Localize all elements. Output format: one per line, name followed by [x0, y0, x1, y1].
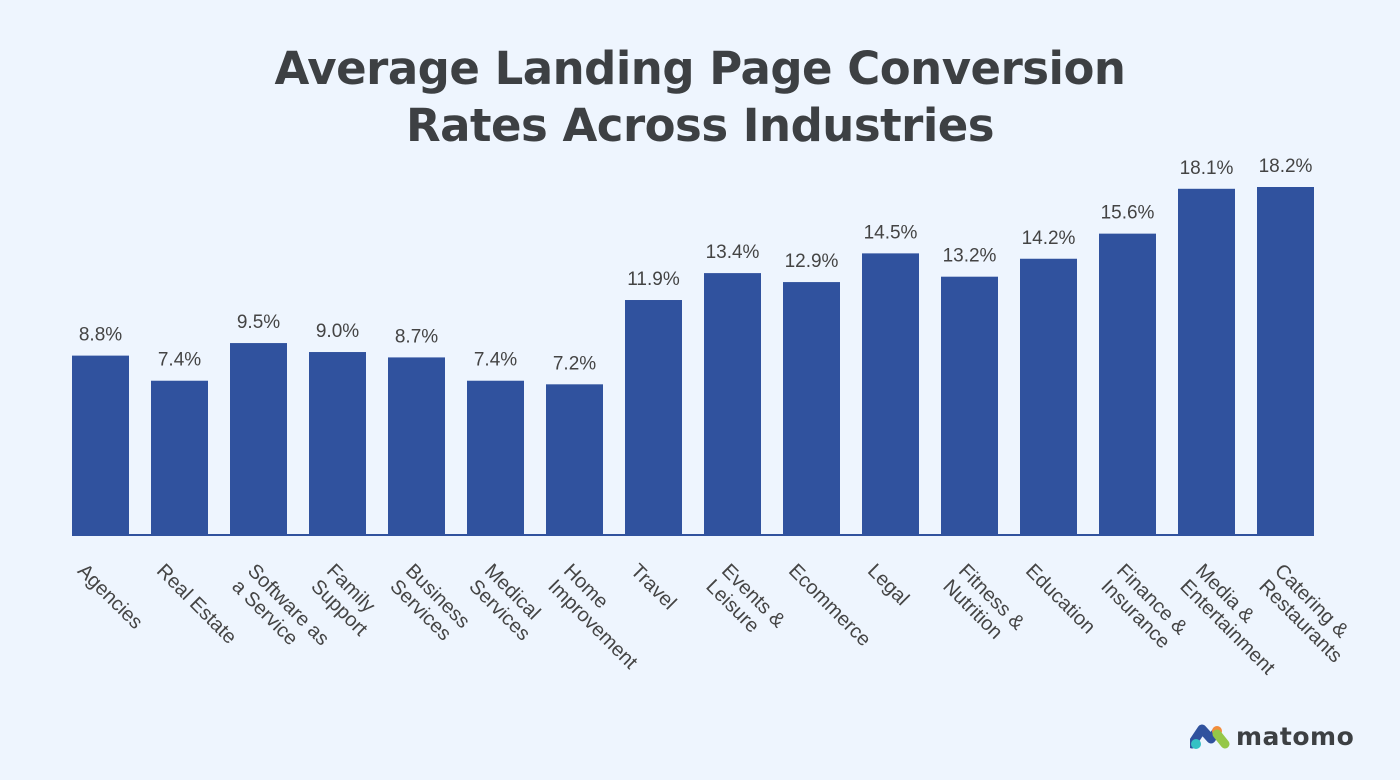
chart-title: Average Landing Page Conversion Rates Ac… — [0, 40, 1400, 154]
data-label: 7.4% — [158, 350, 201, 371]
data-label: 8.7% — [395, 326, 438, 347]
bar — [72, 355, 129, 535]
category-label-line: Ecommerce — [784, 560, 875, 651]
data-label: 7.2% — [553, 353, 596, 374]
category-label: Events &Leisure — [702, 560, 790, 638]
category-label: Agencies — [73, 560, 147, 634]
bar — [546, 384, 603, 535]
data-label: 7.4% — [474, 350, 517, 371]
data-label: 14.2% — [1022, 228, 1076, 249]
bar — [1020, 258, 1077, 535]
data-label: 13.4% — [706, 242, 760, 263]
data-label: 8.8% — [79, 325, 122, 346]
bar — [388, 357, 445, 535]
data-label: 9.0% — [316, 321, 359, 342]
bar — [625, 300, 682, 535]
x-axis-line — [72, 534, 1314, 536]
bar — [862, 253, 919, 535]
category-label: Education — [1021, 560, 1099, 638]
chart-title-line-1: Average Landing Page Conversion — [274, 42, 1126, 95]
category-label-line: Real Estate — [152, 560, 241, 649]
category-label: Finance &Insurance — [1097, 560, 1192, 653]
data-label: 11.9% — [627, 269, 680, 290]
matomo-logo-icon — [1190, 724, 1230, 749]
matomo-logo: matomo — [1190, 722, 1354, 751]
bar — [941, 276, 998, 535]
category-label-line: Legal — [863, 560, 913, 610]
matomo-logo-text: matomo — [1236, 722, 1355, 751]
category-label: Travel — [626, 560, 680, 614]
data-label: 18.2% — [1259, 156, 1313, 177]
bar — [704, 273, 761, 535]
category-label: Software asa Service — [228, 560, 334, 650]
category-label: Ecommerce — [784, 560, 875, 651]
category-label-line: Education — [1021, 560, 1099, 638]
bar — [230, 343, 287, 535]
data-label: 13.2% — [943, 246, 997, 267]
bar — [1099, 233, 1156, 536]
data-label: 15.6% — [1101, 203, 1155, 224]
bar — [467, 380, 524, 535]
bar — [1178, 188, 1235, 535]
category-label: Fitness &Nutrition — [939, 560, 1030, 644]
chart-title-line-2: Rates Across Industries — [405, 99, 995, 152]
category-label-line: Travel — [626, 560, 680, 614]
data-label: 12.9% — [785, 251, 839, 272]
category-label: Catering &Restaurants — [1255, 560, 1353, 667]
data-label: 18.1% — [1180, 158, 1234, 179]
data-label: 9.5% — [237, 312, 280, 333]
bar — [151, 380, 208, 535]
bar — [783, 282, 840, 535]
data-label: 14.5% — [864, 222, 918, 243]
bar — [1257, 187, 1314, 535]
category-label-line: Agencies — [73, 560, 147, 634]
category-label: Legal — [863, 560, 913, 610]
bar — [309, 352, 366, 535]
category-label: Real Estate — [152, 560, 241, 649]
